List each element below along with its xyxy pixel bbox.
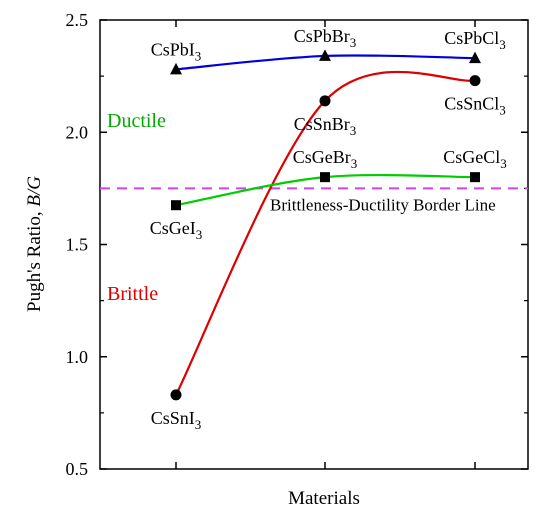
y-tick-label-2: 1.5: [66, 235, 89, 255]
point-label-sub: 3: [195, 48, 202, 63]
series-group: [170, 49, 481, 401]
point-label-pb-0: CsPbI3: [151, 39, 202, 63]
point-label-sub: 3: [499, 37, 506, 52]
series-line-sn: [175, 70, 476, 396]
marker-pb-2: [469, 51, 481, 64]
y-tick-label-4: 2.5: [66, 10, 89, 30]
zone-labels: Ductile Brittle: [107, 110, 166, 305]
point-label-base: CsPbBr: [294, 26, 350, 46]
point-label-sn-2: CsSnCl3: [444, 94, 506, 118]
y-axis-title: Pugh's Ratio, B/G: [24, 176, 45, 312]
point-label-sub: 3: [351, 156, 358, 171]
point-label-sub: 3: [195, 417, 202, 432]
marker-sn-2: [469, 75, 481, 87]
marker-pb-0: [170, 62, 182, 75]
point-label-base: CsGeCl: [443, 147, 500, 167]
point-label-sub: 3: [500, 156, 507, 171]
point-label-pb-1: CsPbBr3: [294, 26, 357, 50]
point-label-ge-1: CsGeBr3: [293, 147, 358, 171]
point-label-ge-0: CsGeI3: [150, 218, 203, 242]
zone-label-brittle: Brittle: [107, 283, 158, 305]
y-axis-ticks: 0.5 1.0 1.5 2.0 2.5: [66, 10, 528, 479]
plot-frame: [99, 19, 529, 470]
plot-area: [99, 19, 529, 470]
marker-pb-1: [319, 49, 331, 61]
point-label-base: CsSnI: [151, 408, 195, 428]
point-label-sub: 3: [350, 123, 357, 138]
border-line-group: Brittleness-Ductility Border Line: [100, 187, 528, 214]
x-axis-title: Materials: [288, 488, 360, 509]
marker-ge-2: [470, 172, 480, 183]
marker-ge-1: [320, 172, 330, 183]
point-label-sub: 3: [350, 35, 357, 50]
point-label-sub: 3: [196, 227, 203, 242]
marker-sn-1: [319, 95, 331, 107]
border-line-label: Brittleness-Ductility Border Line: [270, 195, 496, 214]
y-tick-label-3: 2.0: [66, 122, 89, 142]
marker-ge-0: [171, 200, 181, 211]
point-label-ge-2: CsGeCl3: [443, 147, 507, 171]
point-label-base: CsPbI: [151, 39, 195, 59]
point-label-base: CsSnCl: [444, 94, 499, 114]
point-label-sub: 3: [499, 103, 506, 118]
marker-sn-0: [170, 389, 182, 401]
zone-label-ductile: Ductile: [107, 110, 166, 132]
point-label-base: CsGeBr: [293, 147, 351, 167]
y-tick-label-1: 1.0: [66, 347, 89, 367]
point-label-base: CsGeI: [150, 218, 196, 238]
point-label-sn-1: CsSnBr3: [294, 114, 357, 138]
point-label-base: CsSnBr: [294, 114, 350, 134]
point-label-base: CsPbCl: [444, 28, 499, 48]
y-axis-title-main: Pugh's Ratio,: [24, 207, 45, 312]
y-axis-title-italic: B/G: [24, 176, 45, 207]
point-label-sn-0: CsSnI3: [151, 408, 202, 432]
y-tick-label-0: 0.5: [66, 459, 89, 479]
point-label-pb-2: CsPbCl3: [444, 28, 506, 52]
